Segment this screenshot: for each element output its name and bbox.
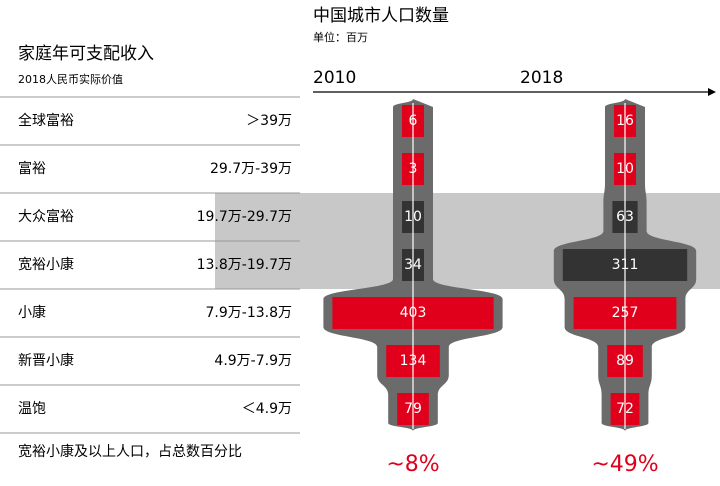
range-label: ＞39万 — [246, 113, 292, 129]
range-label: ＜4.9万 — [242, 401, 292, 417]
range-label: 7.9万-13.8万 — [206, 305, 293, 321]
category-label: 新晋小康 — [18, 352, 74, 369]
category-label: 宽裕小康 — [18, 256, 74, 273]
range-label: 29.7万-39万 — [210, 161, 292, 177]
value-label: 134 — [400, 353, 427, 369]
value-label: 79 — [404, 401, 422, 417]
axis-arrow — [708, 88, 716, 96]
chart-subtitle: 单位：百万 — [313, 30, 368, 44]
value-label: 63 — [616, 209, 634, 225]
category-label: 温饱 — [18, 401, 46, 417]
category-label: 小康 — [18, 304, 46, 321]
year-label: 2018 — [520, 68, 563, 88]
value-label: 257 — [612, 305, 639, 321]
value-label: 72 — [616, 401, 634, 417]
category-label: 全球富裕 — [18, 112, 74, 129]
value-label: 16 — [616, 113, 634, 129]
category-label: 富裕 — [18, 160, 46, 177]
chart-title: 中国城市人口数量 — [313, 6, 449, 26]
range-label: 4.9万-7.9万 — [214, 353, 292, 369]
value-label: 89 — [616, 353, 634, 369]
value-label: 311 — [612, 257, 639, 273]
share-label: ~49% — [591, 452, 658, 477]
value-label: 10 — [616, 161, 634, 177]
value-label: 6 — [409, 113, 418, 129]
share-label: ~8% — [386, 452, 439, 477]
value-label: 10 — [404, 209, 422, 225]
range-label: 13.8万-19.7万 — [197, 257, 292, 273]
value-label: 34 — [404, 257, 422, 273]
footer: 宽裕小康及以上人口，占总数百分比 — [18, 443, 242, 460]
table-subtitle: 2018人民币实际价值 — [18, 72, 123, 86]
table-title: 家庭年可支配收入 — [18, 44, 154, 64]
value-label: 3 — [409, 161, 418, 177]
year-label: 2010 — [313, 68, 356, 88]
value-label: 403 — [400, 305, 427, 321]
category-label: 大众富裕 — [18, 208, 74, 225]
range-label: 19.7万-29.7万 — [197, 209, 292, 225]
